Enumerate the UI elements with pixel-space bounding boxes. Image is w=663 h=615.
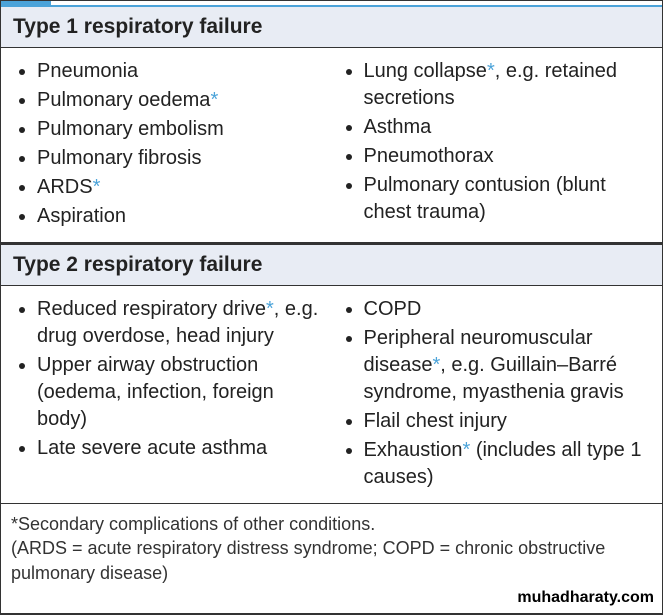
type1-right-item: Pneumothorax xyxy=(364,143,651,170)
type1-header: Type 1 respiratory failure xyxy=(1,5,662,48)
asterisk-icon: * xyxy=(487,60,495,82)
type2-header: Type 2 respiratory failure xyxy=(1,243,662,286)
type1-left-item: Aspiration xyxy=(37,203,324,230)
type2-left-item: Reduced respiratory drive*, e.g. drug ov… xyxy=(37,296,324,350)
type1-left-item: ARDS* xyxy=(37,174,324,201)
asterisk-icon: * xyxy=(93,176,101,198)
type2-right-item: Exhaustion* (includes all type 1 causes) xyxy=(364,437,651,491)
type2-right-item: COPD xyxy=(364,296,651,323)
item-text: Pneumonia xyxy=(37,60,138,82)
type2-body: Reduced respiratory drive*, e.g. drug ov… xyxy=(1,286,662,504)
type2-left-list: Reduced respiratory drive*, e.g. drug ov… xyxy=(13,296,324,462)
item-text: Pulmonary contusion (blunt chest trauma) xyxy=(364,174,606,223)
item-text: Flail chest injury xyxy=(364,410,507,432)
item-text: Lung collapse xyxy=(364,60,487,82)
type2-right-column: COPD Peripheral neuromuscular disease*, e… xyxy=(332,296,659,493)
respiratory-failure-table: Type 1 respiratory failure Pneumonia Pulm… xyxy=(0,0,663,615)
item-text: Pulmonary embolism xyxy=(37,118,224,140)
footnote-section: *Secondary complications of other condit… xyxy=(1,504,662,614)
type2-left-item: Upper airway obstruction (oedema, infect… xyxy=(37,352,324,433)
item-text: Aspiration xyxy=(37,205,126,227)
type2-right-item: Peripheral neuromuscular disease*, e.g. … xyxy=(364,325,651,406)
type1-left-column: PneumoniaPulmonary oedema*Pulmonary embo… xyxy=(5,58,332,232)
type2-left-item: Late severe acute asthma xyxy=(37,435,324,462)
type2-right-list: COPD Peripheral neuromuscular disease*, e… xyxy=(340,296,651,491)
type1-left-item: Pulmonary embolism xyxy=(37,116,324,143)
type1-right-item: Lung collapse*, e.g. retained secretions xyxy=(364,58,651,112)
type1-body: PneumoniaPulmonary oedema*Pulmonary embo… xyxy=(1,48,662,243)
type1-right-item: Asthma xyxy=(364,114,651,141)
watermark-text: muhadharaty.com xyxy=(517,587,654,609)
asterisk-icon: * xyxy=(210,89,218,111)
item-text: ARDS xyxy=(37,176,93,198)
type1-left-item: Pneumonia xyxy=(37,58,324,85)
item-text: Exhaustion xyxy=(364,439,463,461)
type1-right-list: Lung collapse*, e.g. retained secretions… xyxy=(340,58,651,226)
item-text: Late severe acute asthma xyxy=(37,437,267,459)
type2-left-column: Reduced respiratory drive*, e.g. drug ov… xyxy=(5,296,332,493)
item-text: COPD xyxy=(364,298,422,320)
item-text: Upper airway obstruction (oedema, infect… xyxy=(37,354,274,430)
item-text: Pneumothorax xyxy=(364,145,494,167)
item-text: Pulmonary oedema xyxy=(37,89,210,111)
item-text: Pulmonary fibrosis xyxy=(37,147,202,169)
item-text: Reduced respiratory drive xyxy=(37,298,266,320)
type2-right-item: Flail chest injury xyxy=(364,408,651,435)
type1-right-column: Lung collapse*, e.g. retained secretions… xyxy=(332,58,659,232)
asterisk-icon: * xyxy=(266,298,274,320)
type1-left-item: Pulmonary fibrosis xyxy=(37,145,324,172)
type1-left-list: PneumoniaPulmonary oedema*Pulmonary embo… xyxy=(13,58,324,230)
type1-right-item: Pulmonary contusion (blunt chest trauma) xyxy=(364,172,651,226)
item-text: Asthma xyxy=(364,116,432,138)
footnote-line1: *Secondary complications of other condit… xyxy=(11,514,375,534)
type1-left-item: Pulmonary oedema* xyxy=(37,87,324,114)
footnote-line2: (ARDS = acute respiratory distress syndr… xyxy=(11,538,605,582)
